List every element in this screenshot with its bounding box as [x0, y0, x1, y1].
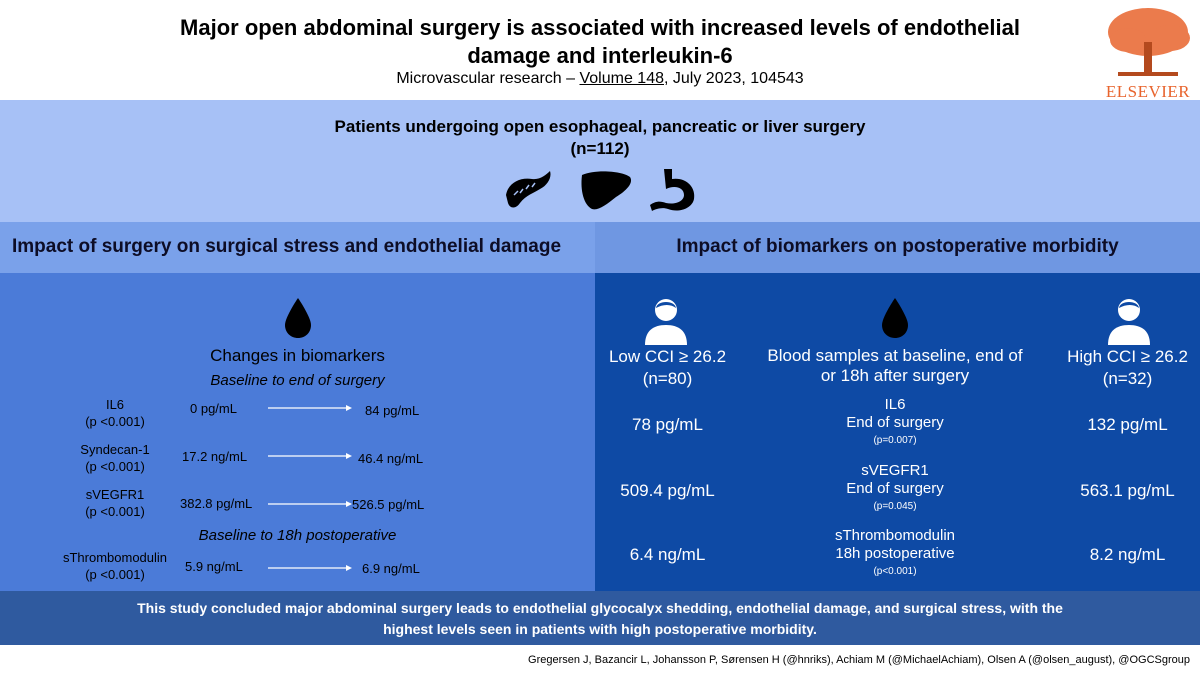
high-cci-label: High CCI ≥ 26.2 — [1067, 347, 1188, 366]
elsevier-tree-logo — [1108, 8, 1190, 76]
arrow-icon — [268, 453, 352, 459]
title-line-1: Major open abdominal surgery is associat… — [180, 15, 1020, 40]
low-cci-value: 509.4 pg/mL — [620, 481, 715, 500]
blood-samples-label: Blood samples at baseline, end of or 18h… — [767, 346, 1023, 385]
title-line-2: damage and interleukin-6 — [467, 43, 733, 68]
liver-icon — [581, 171, 632, 210]
biomarker-to-value: 46.4 ng/mL — [358, 451, 424, 466]
biomarker-name: Syndecan-1 (p <0.001) — [80, 442, 150, 474]
low-cci-value: 6.4 ng/mL — [629, 545, 706, 564]
marker-block: sVEGFR1 End of surgery (p=0.045) — [846, 462, 944, 512]
journal-citation: Microvascular research – Volume 148, Jul… — [140, 70, 1060, 88]
marker-block: sThrombomodulin 18h postoperative (p<0.0… — [834, 527, 956, 577]
page-title: Major open abdominal surgery is associat… — [140, 14, 1060, 70]
high-cci-group: High CCI ≥ 26.2 (n=32) — [1055, 346, 1200, 390]
pancreas-icon — [506, 171, 551, 208]
arrow-icon — [268, 565, 352, 571]
low-cci-n: (n=80) — [642, 369, 693, 388]
left-section-header — [0, 222, 595, 273]
high-cci-value: 8.2 ng/mL — [1089, 545, 1166, 564]
conclusion-band — [0, 591, 1200, 645]
high-cci-value: 563.1 pg/mL — [1080, 481, 1175, 500]
arrow-icon — [268, 501, 352, 507]
blood-drop-icon — [285, 298, 311, 338]
subtitle-baseline-end: Baseline to end of surgery — [210, 372, 385, 389]
biomarker-name: sThrombomodulin (p <0.001) — [62, 550, 168, 582]
stomach-icon — [650, 169, 695, 211]
low-cci-value: 78 pg/mL — [632, 415, 703, 434]
low-cci-label: Low CCI ≥ 26.2 — [608, 347, 727, 366]
left-section-title: Impact of surgery on surgical stress and… — [12, 236, 562, 257]
changes-title: Changes in biomarkers — [210, 346, 385, 365]
right-section-header — [595, 222, 1200, 273]
high-cci-value: 132 pg/mL — [1087, 415, 1168, 434]
journal-prefix: Microvascular research – — [396, 70, 580, 87]
biomarker-from-value: 0 pg/mL — [190, 401, 237, 416]
biomarker-from-value: 382.8 pg/mL — [180, 496, 253, 511]
right-section-title: Impact of biomarkers on postoperative mo… — [676, 236, 1119, 257]
marker-block: IL6 End of surgery (p=0.007) — [846, 396, 944, 446]
blood-drop-icon — [882, 298, 908, 338]
arrow-icon — [268, 405, 352, 411]
biomarker-name: IL6 (p <0.001) — [85, 397, 145, 429]
cohort-line-2: (n=112) — [570, 139, 630, 158]
header — [0, 0, 1200, 100]
biomarker-name: sVEGFR1 (p <0.001) — [85, 487, 145, 519]
subtitle-baseline-18h: Baseline to 18h postoperative — [198, 527, 397, 544]
journal-suffix: , July 2023, 104543 — [664, 70, 804, 87]
biomarker-from-value: 5.9 ng/mL — [185, 559, 243, 574]
journal-volume-link[interactable]: Volume 148 — [579, 70, 664, 87]
person-icon — [645, 299, 687, 345]
high-cci-n: (n=32) — [1102, 369, 1153, 388]
biomarker-to-value: 526.5 pg/mL — [352, 497, 425, 512]
person-icon — [1108, 299, 1150, 345]
biomarker-to-value: 6.9 ng/mL — [362, 561, 420, 576]
conclusion-text: This study concluded major abdominal sur… — [137, 600, 1063, 637]
low-cci-group: Low CCI ≥ 26.2 (n=80) — [595, 346, 740, 390]
authors-credit: Gregersen J, Bazancir L, Johansson P, Sø… — [528, 654, 1190, 666]
biomarker-from-value: 17.2 ng/mL — [182, 449, 248, 464]
publisher-name: ELSEVIER — [1105, 82, 1191, 101]
biomarker-to-value: 84 pg/mL — [365, 403, 420, 418]
cohort-line-1: Patients undergoing open esophageal, pan… — [334, 117, 866, 136]
cohort-description: Patients undergoing open esophageal, pan… — [0, 116, 1200, 160]
organ-icons — [506, 169, 695, 211]
